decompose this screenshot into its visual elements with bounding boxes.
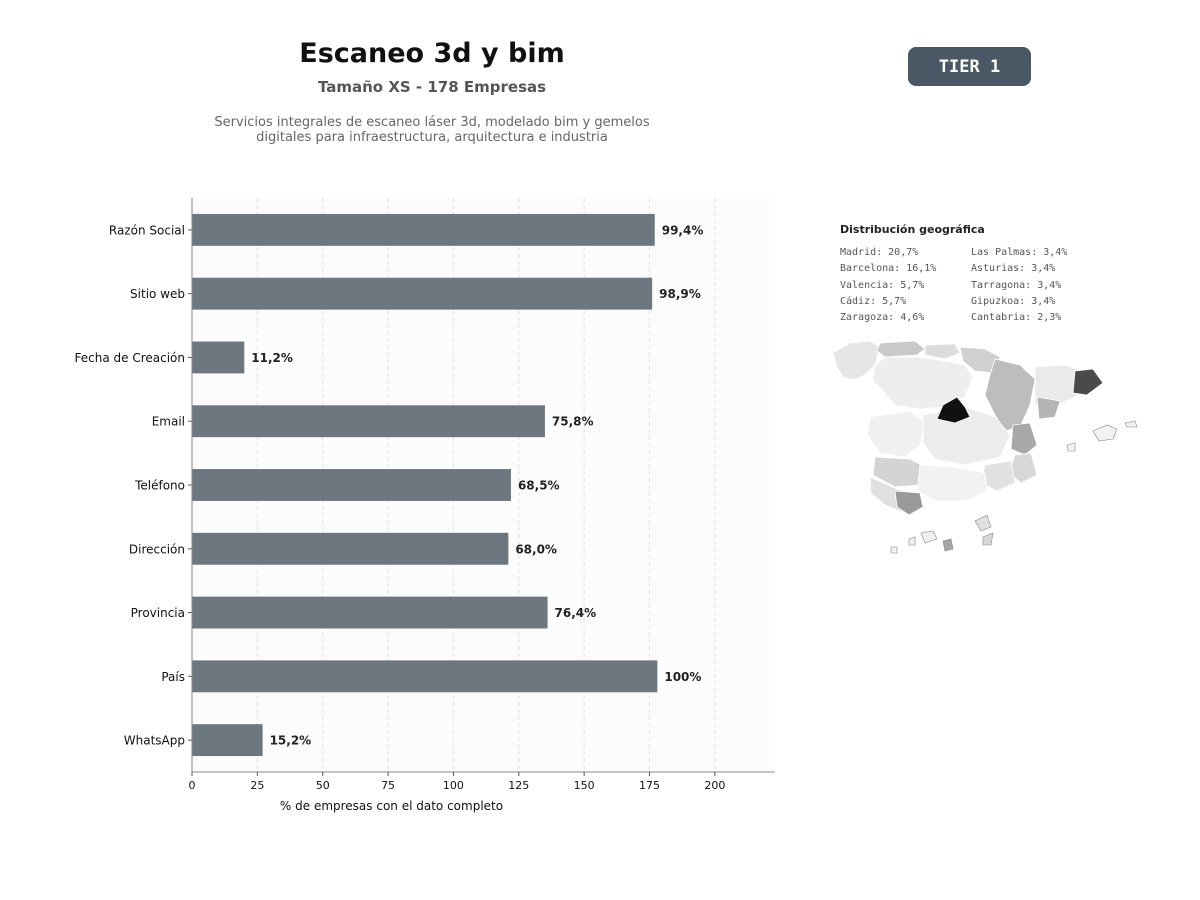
x-tick-label: 0: [189, 779, 196, 792]
description-line-1: Servicios integrales de escaneo láser 3d…: [214, 115, 650, 130]
geo-item: Cantabria: 2,3%: [971, 312, 1062, 324]
y-tick-label: Teléfono: [134, 479, 185, 493]
y-tick-label: WhatsApp: [124, 734, 185, 748]
map-islands: [890, 420, 1138, 554]
bar-chart: Razón Social 99,4% Sitio web 98,9% Fecha de …: [75, 198, 775, 813]
map-region: [1124, 420, 1138, 428]
map-region: [832, 340, 881, 381]
data-label: 100%: [664, 670, 701, 684]
bar: [192, 532, 509, 565]
map-mainland: [832, 340, 1104, 516]
x-tick-label: 150: [574, 779, 595, 792]
bar: [192, 277, 653, 310]
spain-province-map: [832, 340, 1138, 554]
data-label: 75,8%: [552, 415, 594, 429]
data-label: 76,4%: [555, 606, 597, 620]
x-tick-label: 50: [316, 779, 330, 792]
x-tick-label: 100: [443, 779, 464, 792]
x-axis-label: % de empresas con el dato completo: [280, 799, 503, 813]
map-region: [922, 406, 1011, 466]
map-region: [1072, 368, 1104, 396]
geo-item: Valencia: 5,7%: [840, 279, 925, 291]
x-tick-label: 125: [508, 779, 529, 792]
bar: [192, 213, 655, 246]
geo-item: Madrid: 20,7%: [840, 247, 919, 258]
geo-item: Barcelona: 16,1%: [840, 263, 937, 275]
data-label: 98,9%: [659, 287, 701, 301]
bar: [192, 341, 245, 374]
x-tick-label: 25: [250, 779, 264, 792]
bar: [192, 469, 511, 501]
map-region: [974, 514, 992, 532]
y-tick-label: País: [161, 670, 185, 684]
page-title: Escaneo 3d y bim: [299, 38, 565, 69]
y-tick-label: Sitio web: [130, 287, 185, 301]
map-region: [1010, 422, 1038, 456]
map-region: [920, 530, 938, 544]
bar: [192, 405, 545, 438]
y-tick-label: Fecha de Creación: [75, 351, 185, 365]
geo-item: Asturias: 3,4%: [971, 263, 1056, 275]
geo-distribution-title: Distribución geográfica: [840, 223, 985, 236]
map-region: [942, 538, 954, 552]
y-tick-label: Dirección: [129, 542, 185, 556]
data-label: 68,0%: [515, 542, 557, 556]
geo-distribution-list: Madrid: 20,7% Las Palmas: 3,4% Barcelona…: [840, 246, 1110, 327]
map-region: [924, 343, 961, 360]
y-tick-label: Razón Social: [109, 223, 185, 237]
bar: [192, 724, 263, 757]
x-tick-label: 175: [639, 779, 660, 792]
geo-item: Las Palmas: 3,4%: [971, 247, 1068, 258]
bar: [192, 596, 548, 629]
tier-badge: TIER 1: [908, 47, 1031, 86]
map-region: [936, 396, 971, 424]
geo-item: Zaragoza: 4,6%: [840, 312, 925, 324]
map-region: [894, 490, 924, 516]
map-region: [1066, 442, 1076, 452]
x-tick-label: 75: [381, 779, 395, 792]
map-region: [916, 464, 988, 502]
map-region: [890, 546, 898, 554]
bar: [192, 660, 658, 693]
map-region: [982, 532, 994, 546]
x-tick-label: 200: [704, 779, 725, 792]
map-region: [876, 340, 926, 358]
map-region: [872, 356, 974, 410]
page-description: Servicios integrales de escaneo láser 3d…: [192, 115, 672, 145]
data-label: 68,5%: [518, 479, 560, 493]
y-tick-label: Provincia: [131, 606, 185, 620]
page-subtitle: Tamaño XS - 178 Empresas: [317, 78, 547, 96]
data-label: 99,4%: [662, 223, 704, 237]
y-tick-label: Email: [152, 415, 185, 429]
map-region: [1036, 396, 1061, 420]
description-line-2: digitales para infraestructura, arquitec…: [256, 130, 608, 145]
map-region: [1092, 424, 1118, 442]
data-label: 11,2%: [251, 351, 293, 365]
map-region: [908, 536, 916, 546]
geo-item: Tarragona: 3,4%: [971, 279, 1062, 291]
map-region: [866, 410, 926, 458]
geo-item: Gipuzkoa: 3,4%: [971, 295, 1056, 307]
data-label: 15,2%: [270, 734, 312, 748]
geo-item: Cádiz: 5,7%: [840, 295, 907, 307]
